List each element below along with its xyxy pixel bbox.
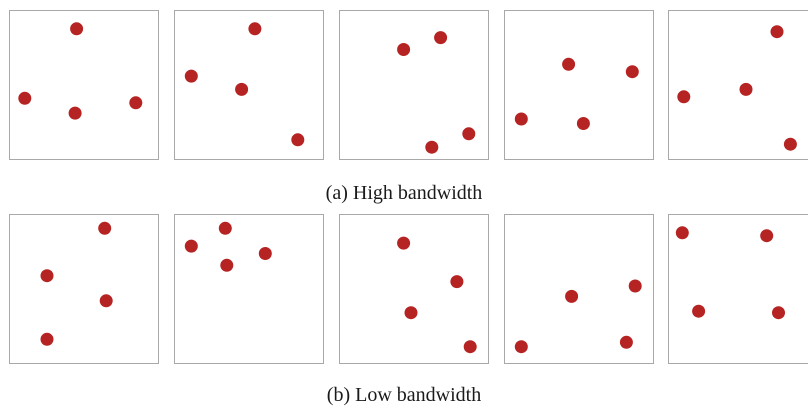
high-bandwidth-panel-4-point-4 — [576, 117, 590, 130]
high-bandwidth-panel-1-point-1 — [70, 22, 84, 36]
high-bandwidth-panel-3 — [339, 10, 489, 160]
high-bandwidth-panel-5-point-4 — [783, 137, 797, 151]
low-bandwidth-panel-2-point-2 — [184, 239, 198, 253]
low-bandwidth-panel-2-point-3 — [220, 258, 234, 272]
low-bandwidth-panel-5-point-4 — [772, 306, 785, 320]
high-bandwidth-panel-row — [0, 10, 808, 160]
low-bandwidth-panel-row — [0, 214, 808, 364]
low-bandwidth-panel-3-point-4 — [463, 340, 477, 354]
low-bandwidth-panel-2-point-4 — [258, 247, 272, 260]
low-bandwidth-panel-3-point-3 — [404, 306, 418, 320]
high-bandwidth-panel-2-point-4 — [291, 133, 305, 147]
low-bandwidth-panel-1-point-4 — [40, 332, 54, 346]
high-bandwidth-panel-3-point-4 — [462, 127, 476, 141]
high-bandwidth-panel-5 — [668, 10, 808, 160]
high-bandwidth-panel-1-plot — [18, 22, 143, 120]
low-bandwidth-panel-3-point-1 — [397, 236, 411, 250]
high-bandwidth-panel-3-point-3 — [425, 140, 439, 154]
low-bandwidth-panel-1-plot — [40, 221, 113, 346]
low-bandwidth-panel-5-plot — [675, 226, 785, 320]
high-bandwidth-panel-2-point-3 — [235, 82, 249, 96]
high-bandwidth-panel-5-plot — [677, 25, 797, 151]
low-bandwidth-panel-5-point-2 — [760, 229, 774, 243]
high-bandwidth-panel-4-point-1 — [562, 57, 576, 71]
high-bandwidth-panel-4 — [504, 10, 654, 160]
high-bandwidth-panel-4-point-2 — [625, 65, 639, 79]
low-bandwidth-panel-5 — [668, 214, 808, 364]
low-bandwidth-panel-3-plot — [397, 236, 477, 354]
high-bandwidth-panel-1-point-2 — [18, 91, 32, 105]
low-bandwidth-panel-5-point-1 — [675, 226, 689, 240]
low-bandwidth-panel-2-plot — [184, 221, 272, 272]
high-bandwidth-panel-5-point-1 — [770, 25, 784, 39]
high-bandwidth-panel-3-point-1 — [397, 43, 411, 56]
high-bandwidth-panel-4-point-3 — [514, 112, 528, 126]
low-bandwidth-panel-4-plot — [514, 279, 642, 354]
high-bandwidth-panel-1-point-4 — [129, 96, 143, 110]
low-bandwidth-panel-4-point-4 — [628, 279, 642, 293]
low-bandwidth-panel-4 — [504, 214, 654, 364]
low-bandwidth-panel-4-point-2 — [565, 289, 579, 303]
low-bandwidth-panel-1-point-2 — [40, 269, 54, 283]
low-bandwidth-panel-1-point-3 — [99, 294, 113, 308]
low-bandwidth-panel-3 — [339, 214, 489, 364]
low-bandwidth-panel-1 — [9, 214, 159, 364]
high-bandwidth-caption: (a) High bandwidth — [325, 182, 483, 204]
low-bandwidth-panel-4-point-3 — [619, 335, 633, 349]
high-bandwidth-panel-2 — [174, 10, 324, 160]
high-bandwidth-panel-2-point-1 — [248, 22, 262, 36]
low-bandwidth-panel-1-point-1 — [98, 221, 112, 235]
high-bandwidth-panel-1 — [9, 10, 159, 160]
low-bandwidth-panel-5-point-3 — [692, 304, 706, 318]
high-bandwidth-panel-1-point-3 — [68, 106, 82, 120]
low-bandwidth-panel-2-point-1 — [218, 221, 232, 235]
high-bandwidth-panel-5-point-2 — [677, 90, 691, 104]
low-bandwidth-panel-4-point-1 — [514, 340, 528, 354]
high-bandwidth-panel-3-point-2 — [434, 31, 448, 45]
high-bandwidth-panel-3-plot — [397, 31, 476, 154]
low-bandwidth-panel-2 — [174, 214, 324, 364]
high-bandwidth-panel-4-plot — [514, 57, 639, 130]
high-bandwidth-panel-5-point-3 — [739, 82, 753, 96]
low-bandwidth-panel-3-point-2 — [450, 275, 464, 289]
low-bandwidth-caption: (b) Low bandwidth — [326, 384, 482, 406]
high-bandwidth-panel-2-plot — [184, 22, 305, 147]
high-bandwidth-panel-2-point-2 — [184, 69, 198, 83]
